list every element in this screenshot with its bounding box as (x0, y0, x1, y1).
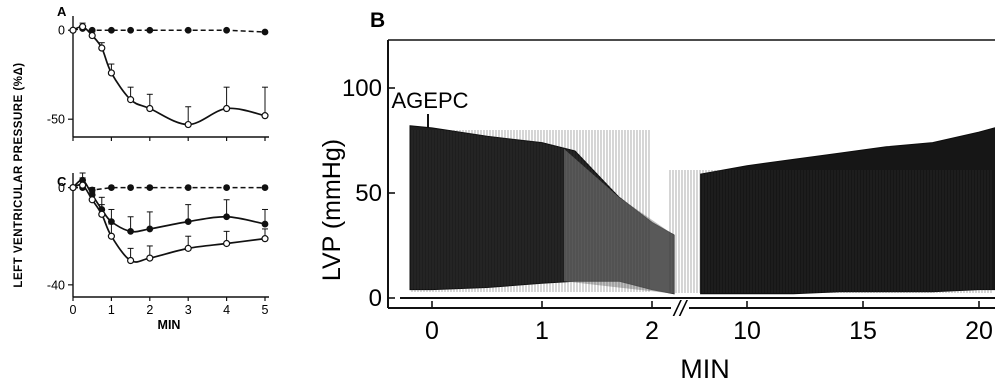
data-point (184, 244, 192, 252)
series-solid-filled (69, 172, 269, 235)
x-tick-label: 1 (535, 317, 549, 345)
data-point (223, 26, 231, 34)
series-line (72, 27, 266, 33)
data-point (98, 44, 106, 52)
data-point (261, 235, 269, 243)
x-tick-label: 15 (849, 317, 877, 345)
series-line (72, 25, 266, 126)
data-point (223, 239, 231, 248)
x-tick-label: 4 (223, 303, 230, 317)
data-point (78, 23, 87, 31)
data-point (146, 225, 154, 233)
data-point (146, 254, 154, 262)
data-point (107, 26, 115, 34)
data-point (261, 220, 269, 228)
panel-a: A 0 -50 (47, 4, 269, 141)
data-point (88, 31, 96, 40)
data-point (223, 104, 231, 113)
panels-a-c: LEFT VENTRICULAR PRESSURE (%Δ)A0-50C0-40… (13, 4, 269, 332)
shared-y-axis-label: LEFT VENTRICULAR PRESSURE (%Δ) (13, 62, 25, 287)
data-point (223, 184, 231, 191)
x-tick-label: 3 (185, 303, 192, 317)
data-point (146, 26, 154, 34)
series-solid-open (69, 177, 269, 265)
y-tick-label: -40 (47, 278, 65, 292)
data-point (261, 184, 269, 191)
x-axis-label: MIN (158, 318, 181, 332)
data-point (107, 69, 116, 77)
panel-letter: B (370, 9, 385, 32)
data-point (146, 104, 154, 113)
x-tick-label: 20 (965, 317, 993, 345)
data-point (78, 181, 87, 189)
trace-texture (411, 130, 992, 293)
data-point (127, 227, 135, 235)
series-dashed-filled (69, 184, 269, 194)
y-tick-label: 0 (369, 285, 382, 312)
data-point (88, 196, 96, 204)
series-line (72, 179, 266, 233)
x-tick-label: 0 (70, 303, 77, 317)
x-tick-label: 2 (146, 303, 153, 317)
data-point (98, 210, 106, 218)
y-axis-label: LVP (mmHg) (318, 139, 346, 281)
data-point (127, 184, 135, 191)
panel-b: // B 0 50 100 LVP (mmHg) 0 1 2 10 15 20 MIN AGEPC (318, 9, 995, 384)
data-point (107, 232, 116, 240)
data-point (184, 218, 192, 226)
series-line (72, 183, 266, 263)
data-point (261, 28, 269, 36)
x-tick-label: 1 (108, 303, 115, 317)
data-point (184, 120, 192, 129)
data-point (107, 184, 115, 191)
y-tick-label: 0 (58, 24, 65, 38)
y-tick-label: 100 (342, 75, 382, 102)
series-solid-open (69, 22, 269, 129)
y-tick-label: 50 (355, 180, 382, 207)
data-point (69, 183, 77, 192)
data-point (146, 184, 154, 191)
data-point (184, 26, 192, 34)
data-point (261, 112, 269, 120)
axis-break-mark: // (672, 296, 688, 321)
x-tick-label: 2 (645, 317, 659, 345)
panel-letter: C (57, 174, 67, 189)
series-dashed-filled (69, 25, 269, 36)
panel-letter: A (57, 4, 67, 19)
x-tick-label: 5 (262, 303, 269, 317)
x-tick-label: 10 (733, 317, 761, 345)
data-point (223, 213, 231, 221)
x-tick-label: 0 (425, 317, 439, 345)
y-tick-label: 0 (58, 181, 65, 195)
data-point (127, 96, 135, 104)
data-point (184, 184, 192, 191)
series-line (73, 186, 265, 191)
data-point (127, 256, 135, 265)
x-axis-label: MIN (680, 354, 730, 384)
y-tick-label: -50 (47, 113, 65, 127)
annotation-label: AGEPC (391, 88, 468, 113)
pressure-trace-segment (700, 127, 995, 295)
data-point (127, 26, 135, 34)
data-point (69, 26, 77, 34)
